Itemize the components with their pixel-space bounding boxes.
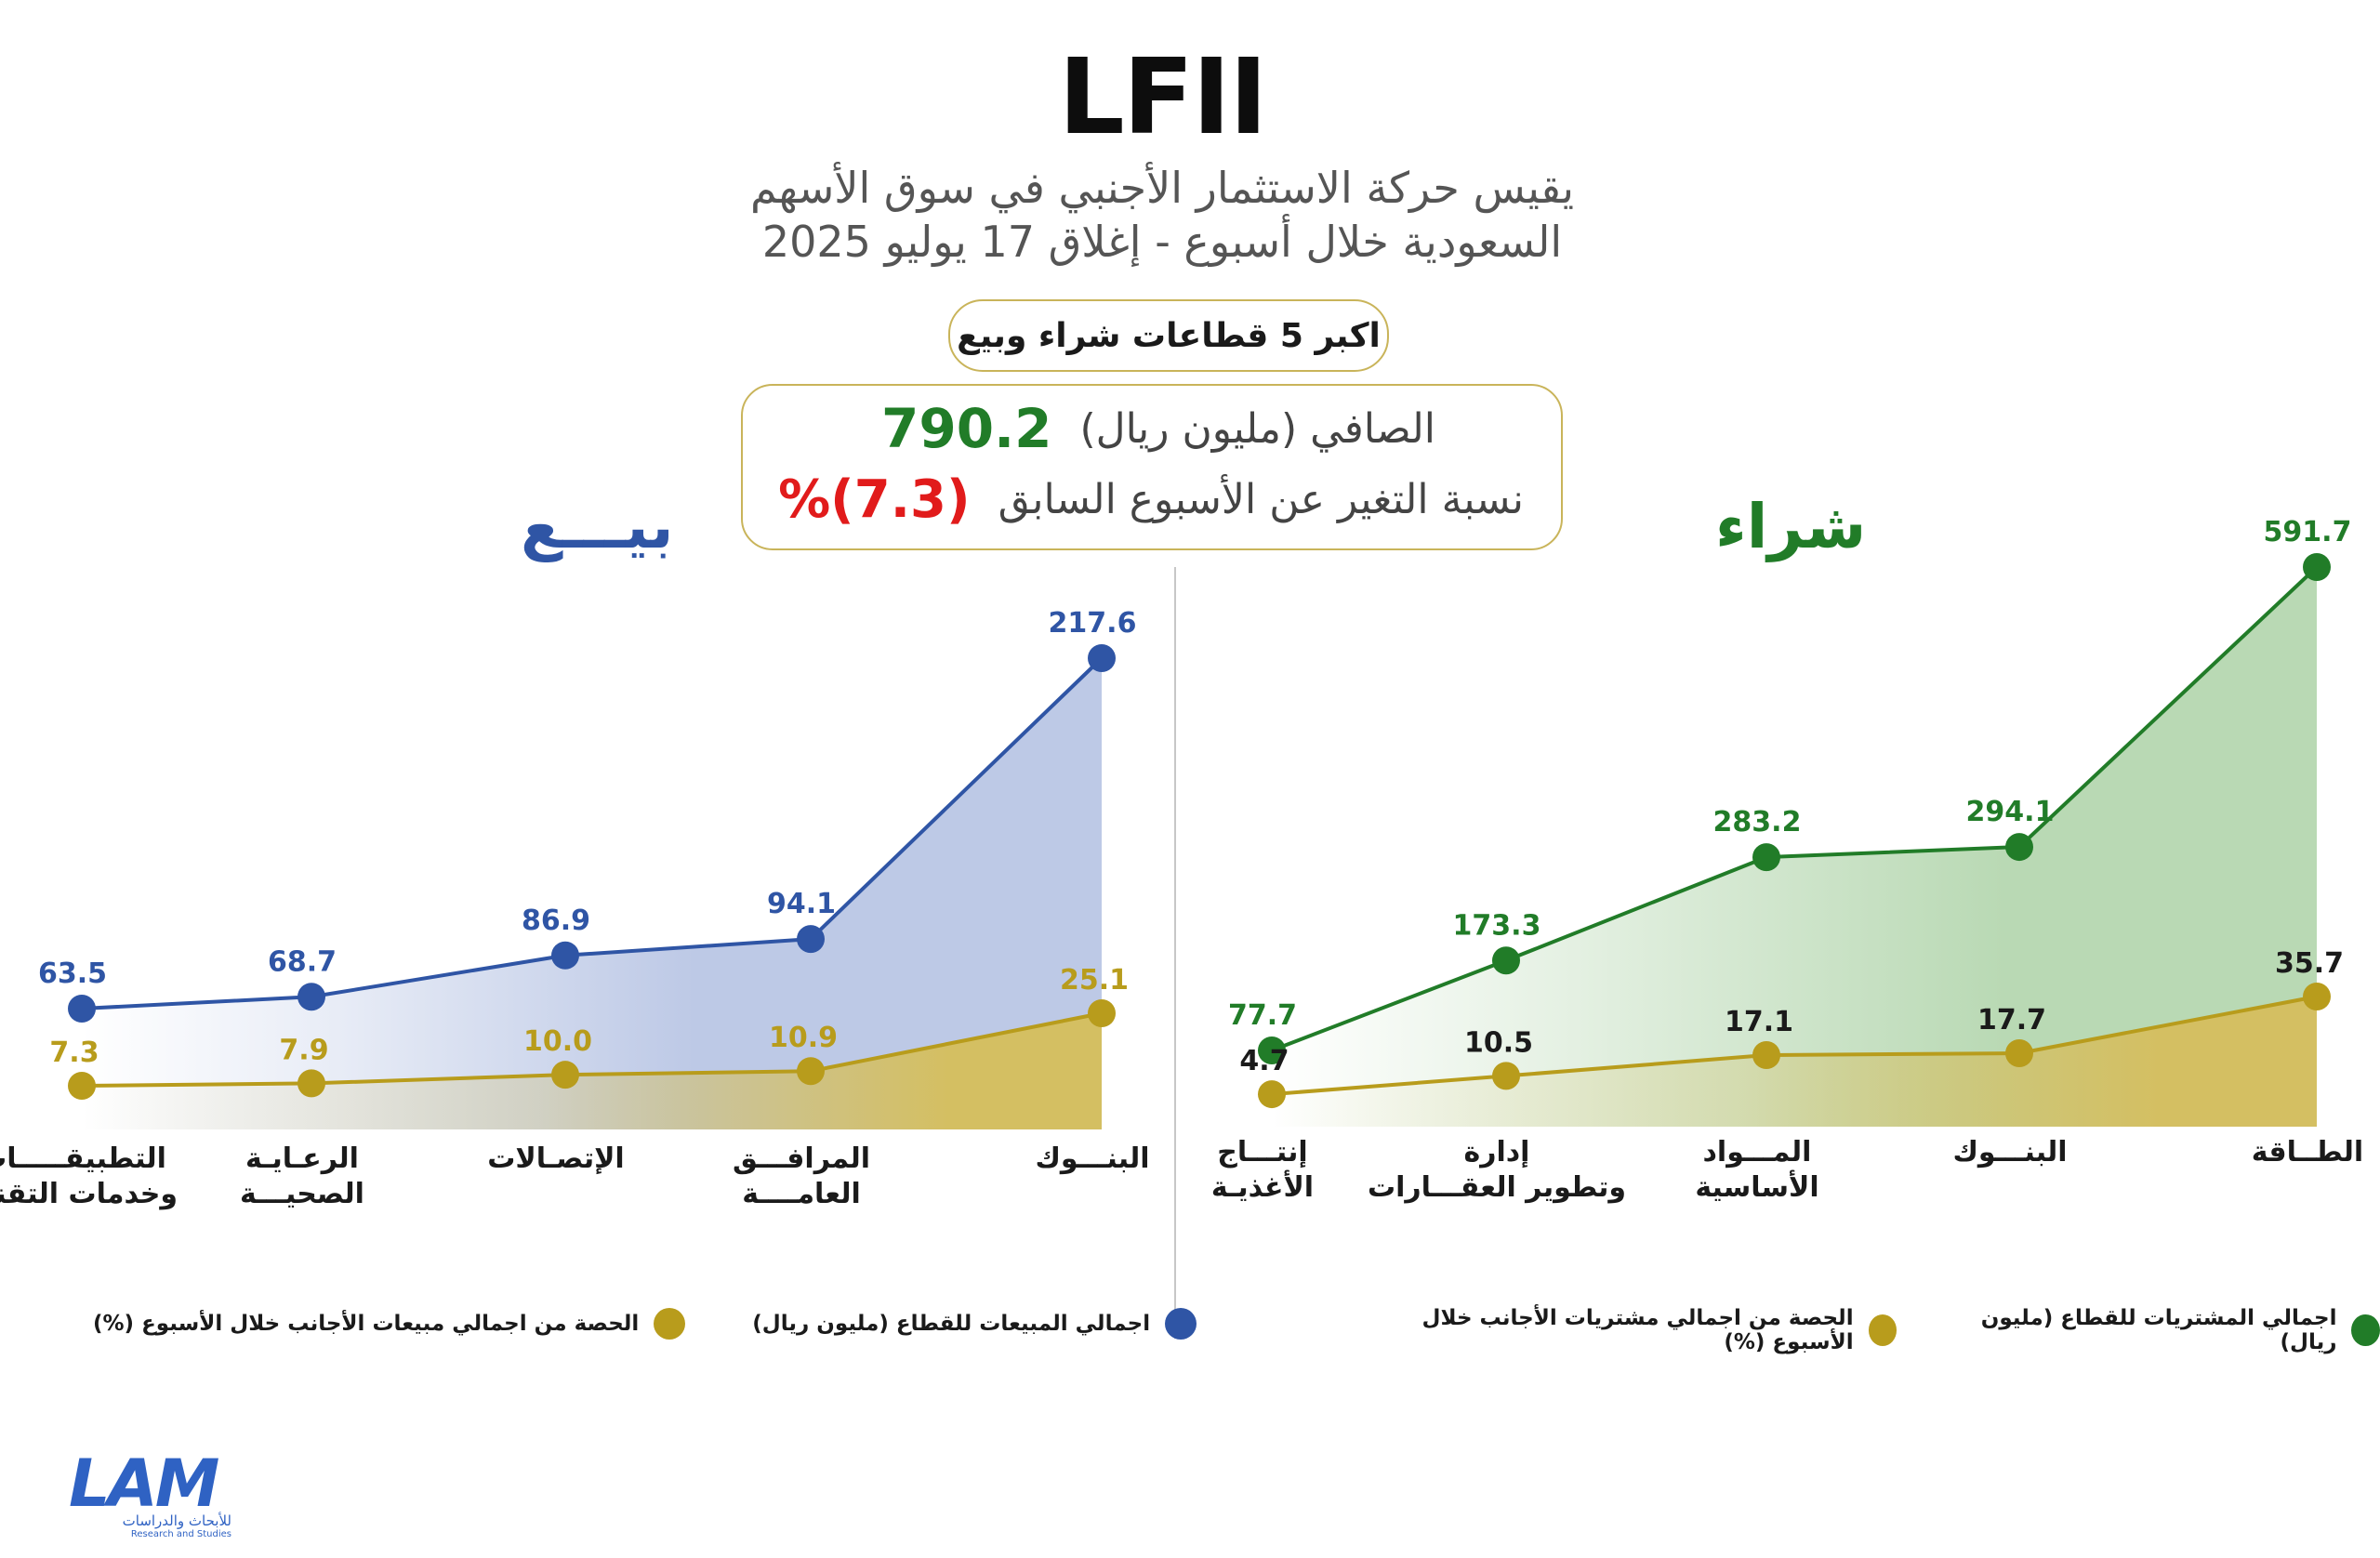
logo-subtext: للأبحاث والدراسات [122,1512,231,1529]
category-label: المرافـــق العامــــة [733,1142,870,1210]
share-series-area [1272,997,2317,1127]
main-series-point [797,925,825,954]
share-series-point [1088,999,1116,1027]
main-series-value-label: 217.6 [1049,607,1137,640]
change-row: نسبة التغير عن الأسبوع السابق (7.3)% [778,469,1524,530]
share-series-value-label: 25.1 [1060,964,1129,997]
main-series-value-label: 68.7 [268,945,337,978]
category-label: البنـــوك [1035,1142,1149,1175]
share-series-point [1752,1041,1780,1070]
share-series-point [551,1061,579,1089]
category-label: إدارة وتطوير العقـــارات [1368,1136,1626,1204]
main-series-value-label: 173.3 [1453,909,1541,942]
lam-logo: LAM للأبحاث والدراسات Research and Studi… [69,1446,231,1539]
share-series-value-label: 35.7 [2275,947,2344,980]
sell-chart: 63.5 68.7 86.9 94.1 217.6 7.3 7.9 10.0 10.9 25.1 ا… [0,607,1150,1210]
change-value: (7.3)% [778,469,971,530]
sell-title: بيـــع [521,491,674,562]
legend-label-buy-total: اجمالي المشتريات للقطاع (مليون ريال) [1980,1306,2337,1354]
divider [1174,567,1176,1339]
main-series-point [1258,1036,1286,1064]
share-series-value-label: 7.9 [279,1034,328,1066]
share-series-value-label: 17.1 [1725,1006,1793,1038]
share-series-point [68,1072,96,1101]
legend-dot-sell-share [654,1308,686,1340]
share-series-point [2303,983,2331,1010]
main-series-value-label: 591.7 [2264,516,2352,548]
share-series-point [797,1057,825,1086]
net-summary-box: الصافي (مليون ريال) 790.2 نسبة التغير عن… [741,384,1563,550]
main-series-point [2303,553,2331,581]
category-label: الإتصـالات [487,1142,624,1175]
main-series-value-label: 86.9 [522,904,590,937]
legend-dot-sell-total [1165,1308,1197,1340]
share-series-value-label: 17.7 [1977,1004,2046,1036]
legend-label-buy-share: الحصة من اجمالي مشتريات الأجانب خلال الأ… [1421,1306,1854,1354]
main-series-area [1272,567,2317,1127]
buy-chart: 77.7 173.3 283.2 294.1 591.7 4.7 10.5 17.1 17.7 3… [1211,516,2363,1204]
logo-subtext-en: Research and Studies [130,1529,231,1539]
buy-title: شراء [1715,491,1867,562]
legend-dot-buy-total [2351,1314,2380,1346]
net-row: الصافي (مليون ريال) 790.2 [881,397,1435,460]
main-series-point [68,995,96,1023]
category-label: الطــاقة [2252,1136,2363,1168]
share-series-area [82,1013,1102,1129]
main-series-value-label: 77.7 [1228,999,1297,1032]
net-value: 790.2 [881,397,1052,460]
main-series-point [298,983,325,1011]
buy-legend: اجمالي المشتريات للقطاع (مليون ريال) الح… [1343,1306,2380,1354]
main-series-point [1752,843,1780,872]
category-label: البنـــوك [1952,1136,2067,1168]
main-series-value-label: 283.2 [1713,806,1802,838]
category-label: التطبيقـــــاتوخدمات التقنية [0,1142,178,1210]
logo-mark: LAM [69,1446,219,1522]
share-series-value-label: 10.0 [523,1025,592,1058]
sell-legend: اجمالي المبيعات للقطاع (مليون ريال) الحص… [93,1308,1197,1340]
main-series-value-label: 63.5 [38,957,107,990]
subtitle-line-1: يقيس حركة الاستثمار الأجنبي في سوق الأسه… [749,163,1575,213]
change-label: نسبة التغير عن الأسبوع السابق [998,476,1524,523]
main-series-area [82,658,1102,1129]
main-series-point [1088,644,1116,672]
share-series-value-label: 7.3 [49,1036,99,1069]
share-series-point [2005,1039,2033,1068]
share-series-point [1492,1062,1520,1090]
main-series-value-label: 94.1 [767,888,836,920]
sectors-pill: اكبر 5 قطاعات شراء وبيع [948,299,1389,372]
share-series-point [1258,1080,1286,1109]
legend-dot-buy-share [1868,1314,1897,1346]
category-label: المـــواد الأساسية [1695,1136,1818,1204]
net-label: الصافي (مليون ريال) [1079,404,1435,453]
share-series-value-label: 10.9 [769,1022,838,1054]
legend-label-sell-total: اجمالي المبيعات للقطاع (مليون ريال) [752,1312,1151,1336]
category-label: إنتـــاج الأغذيـة [1211,1136,1314,1204]
legend-label-sell-share: الحصة من اجمالي مبيعات الأجانب خلال الأس… [93,1312,640,1336]
page-title: LFII [1058,37,1267,158]
main-series-point [551,941,579,970]
share-series-value-label: 10.5 [1464,1026,1533,1059]
main-series-value-label: 294.1 [1966,796,2055,828]
share-series-value-label: 4.7 [1239,1045,1289,1077]
main-series-point [1492,946,1520,975]
subtitle-line-2: السعودية خلال أسبوع - إغلاق 17 يوليو 202… [761,217,1563,267]
category-label: الرعـايـة الصحيـــة [240,1142,364,1210]
share-series-point [298,1069,325,1098]
main-series-point [2005,833,2033,862]
